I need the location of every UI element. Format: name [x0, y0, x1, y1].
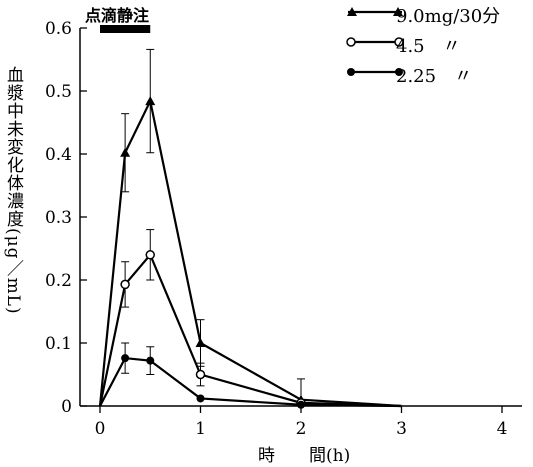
open-circle-marker — [346, 37, 356, 47]
open-circle-marker — [120, 279, 130, 290]
open-circle-marker — [394, 37, 404, 47]
legend-label-9mg: 9.0mg/30分 — [396, 6, 501, 27]
legend-markers — [346, 7, 404, 76]
series-line — [99, 356, 402, 408]
open-circle-marker — [195, 369, 206, 380]
series-line — [98, 252, 402, 408]
axes: 0 0.1 0.2 0.3 0.4 0.5 0.6 0 1 2 3 4 — [45, 19, 522, 439]
triangle-marker — [195, 338, 206, 347]
y-tick-label: 0.1 — [45, 334, 72, 354]
filled-circle-marker — [297, 400, 305, 409]
legend-label-2-25mg: 2.25 〃 — [396, 66, 473, 87]
y-tick-label: 0.6 — [45, 19, 72, 39]
series-1 — [98, 229, 402, 408]
x-tick-label: 4 — [497, 419, 508, 439]
infusion-annotation: 点滴静注 — [85, 6, 150, 25]
x-tick-label: 2 — [296, 419, 307, 439]
y-tick-label: 0.5 — [45, 82, 72, 102]
x-tick-label: 3 — [396, 419, 407, 439]
x-tick-label: 0 — [95, 419, 106, 439]
y-tick-label: 0.3 — [45, 208, 72, 228]
open-circle-marker — [145, 250, 155, 260]
y-axis-label: 血漿中未変化体濃度(μg／mL) — [3, 66, 23, 315]
x-axis-label: 時 間(h) — [258, 446, 351, 466]
series-0 — [98, 48, 402, 408]
triangle-marker — [393, 7, 403, 16]
infusion-bar — [100, 25, 151, 33]
y-tick-label: 0 — [61, 397, 72, 417]
y-tick-label: 0.2 — [45, 271, 72, 291]
triangle-marker — [145, 96, 156, 106]
series-layer — [98, 48, 402, 409]
filled-circle-marker — [121, 354, 130, 363]
triangle-marker — [347, 7, 357, 16]
y-tick-label: 0.4 — [45, 145, 72, 165]
series-line — [98, 97, 402, 408]
x-tick-label: 1 — [195, 419, 206, 439]
filled-circle-marker — [196, 394, 205, 403]
triangle-marker — [120, 147, 131, 157]
filled-circle-marker — [395, 68, 403, 76]
series-2 — [99, 342, 402, 409]
legend-label-4-5mg: 4.5 〃 — [396, 36, 461, 57]
filled-circle-marker — [347, 68, 355, 76]
filled-circle-marker — [146, 356, 155, 365]
